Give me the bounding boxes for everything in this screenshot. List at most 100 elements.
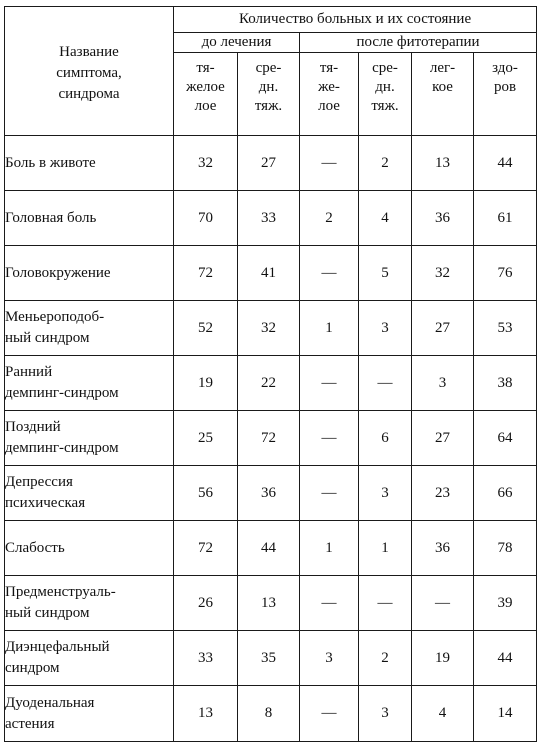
value-cell: 2	[299, 190, 359, 246]
table-body: Боль в животе 32 27—2 13 44 Головная боль 70 33…	[4, 135, 538, 742]
value-cell: 2	[358, 135, 412, 191]
value-cell: 22	[237, 355, 300, 411]
table-row: Дуоденальная астения 13 8—3 4 14	[4, 685, 538, 742]
header-row-3: тя- желое лое сре- дн. тяж. тя- же- лое …	[5, 52, 538, 136]
value-cell: 4	[358, 190, 412, 246]
value-cell: 33	[173, 630, 238, 686]
subheader-after-moderate: сре- дн. тяж.	[358, 52, 412, 136]
value-cell: 2	[358, 630, 412, 686]
value-cell: —	[299, 410, 359, 466]
value-cell: 13	[173, 685, 238, 742]
table-row: Боль в животе 32 27—2 13 44	[4, 135, 538, 191]
value-cell: —	[299, 465, 359, 521]
value-cell: 1	[299, 300, 359, 356]
value-cell: 3	[299, 630, 359, 686]
table-row: Слабость 72 44 1 1 36 78	[4, 520, 538, 576]
table-row: Поздний демпинг-синдром 25 72—6 27 64	[4, 410, 538, 466]
value-cell: 66	[472, 465, 538, 521]
value-cell: 78	[472, 520, 538, 576]
value-cell: 38	[472, 355, 538, 411]
symptom-name-cell: Ранний демпинг-синдром	[4, 355, 174, 411]
value-cell: 33	[237, 190, 300, 246]
value-cell: 3	[358, 685, 412, 742]
value-cell: 3	[358, 465, 412, 521]
table-row: Ранний демпинг-синдром 19 22— —3 38	[4, 355, 538, 411]
value-cell: 1	[299, 520, 359, 576]
value-cell: 25	[173, 410, 238, 466]
value-cell: 1	[358, 520, 412, 576]
value-cell: 36	[237, 465, 300, 521]
table-row: Головокружение 72 41—5 32 76	[4, 245, 538, 301]
value-cell: 23	[411, 465, 474, 521]
after-phytotherapy-header: после фитотерапии	[298, 32, 538, 53]
value-cell: 53	[472, 300, 538, 356]
table-header: Название симптома, синдрома Количество б…	[4, 6, 538, 136]
value-cell: 32	[173, 135, 238, 191]
table-row: Предменструаль- ный синдром 26 13— — —39	[4, 575, 538, 631]
value-cell: 35	[237, 630, 300, 686]
subheader-before-moderate: сре- дн. тяж.	[237, 52, 300, 136]
table-row: Меньероподоб- ный синдром 52 32 1 3 27 53	[4, 300, 538, 356]
value-cell: —	[358, 575, 412, 631]
symptom-column-header: Название симптома, синдрома	[4, 6, 174, 136]
value-cell: 44	[472, 135, 538, 191]
value-cell: 3	[411, 355, 474, 411]
value-cell: 70	[173, 190, 238, 246]
symptom-name-cell: Дуоденальная астения	[4, 685, 174, 742]
value-cell: 6	[358, 410, 412, 466]
value-cell: —	[299, 355, 359, 411]
group-header: Количество больных и их состояние	[172, 6, 538, 33]
value-cell: 8	[237, 685, 300, 742]
value-cell: 32	[411, 245, 474, 301]
value-cell: 36	[411, 520, 474, 576]
value-cell: 36	[411, 190, 474, 246]
value-cell: 27	[411, 300, 474, 356]
value-cell: 4	[411, 685, 474, 742]
value-cell: —	[299, 135, 359, 191]
value-cell: 72	[237, 410, 300, 466]
value-cell: 3	[358, 300, 412, 356]
subheader-after-healthy: здо- ров	[472, 52, 538, 136]
value-cell: 44	[472, 630, 538, 686]
value-cell: 32	[237, 300, 300, 356]
value-cell: 27	[237, 135, 300, 191]
value-cell: 76	[472, 245, 538, 301]
value-cell: 5	[358, 245, 412, 301]
value-cell: —	[299, 245, 359, 301]
table-row: Головная боль 70 33 2 4 36 61	[4, 190, 538, 246]
value-cell: —	[299, 685, 359, 742]
subheader-after-mild: лег- кое	[411, 52, 474, 136]
symptom-name-cell: Головная боль	[4, 190, 174, 246]
table-row: Депрессия психическая 56 36—3 23 66	[4, 465, 538, 521]
value-cell: 14	[472, 685, 538, 742]
value-cell: 19	[411, 630, 474, 686]
value-cell: 19	[173, 355, 238, 411]
symptom-name-cell: Боль в животе	[4, 135, 174, 191]
value-cell: 26	[173, 575, 238, 631]
value-cell: 44	[237, 520, 300, 576]
symptom-name-cell: Диэнцефальный синдром	[4, 630, 174, 686]
value-cell: 13	[237, 575, 300, 631]
symptom-name-cell: Депрессия психическая	[4, 465, 174, 521]
subheader-after-severe: тя- же- лое	[299, 52, 359, 136]
value-cell: 61	[472, 190, 538, 246]
value-cell: 52	[173, 300, 238, 356]
value-cell: 27	[411, 410, 474, 466]
value-cell: 41	[237, 245, 300, 301]
value-cell: 72	[173, 520, 238, 576]
value-cell: —	[299, 575, 359, 631]
value-cell: 13	[411, 135, 474, 191]
symptom-name-cell: Меньероподоб- ный синдром	[4, 300, 174, 356]
subheader-before-severe: тя- желое лое	[173, 52, 238, 136]
symptom-name-cell: Предменструаль- ный синдром	[4, 575, 174, 631]
value-cell: 56	[173, 465, 238, 521]
table-row: Диэнцефальный синдром 33 35 3 2 19 44	[4, 630, 538, 686]
symptom-name-cell: Головокружение	[4, 245, 174, 301]
value-cell: 72	[173, 245, 238, 301]
header-row-1: Название симптома, синдрома Количество б…	[4, 6, 538, 136]
symptoms-table: Название симптома, синдрома Количество б…	[4, 6, 538, 742]
symptom-name-cell: Поздний демпинг-синдром	[4, 410, 174, 466]
value-cell: 39	[472, 575, 538, 631]
symptom-name-cell: Слабость	[4, 520, 174, 576]
